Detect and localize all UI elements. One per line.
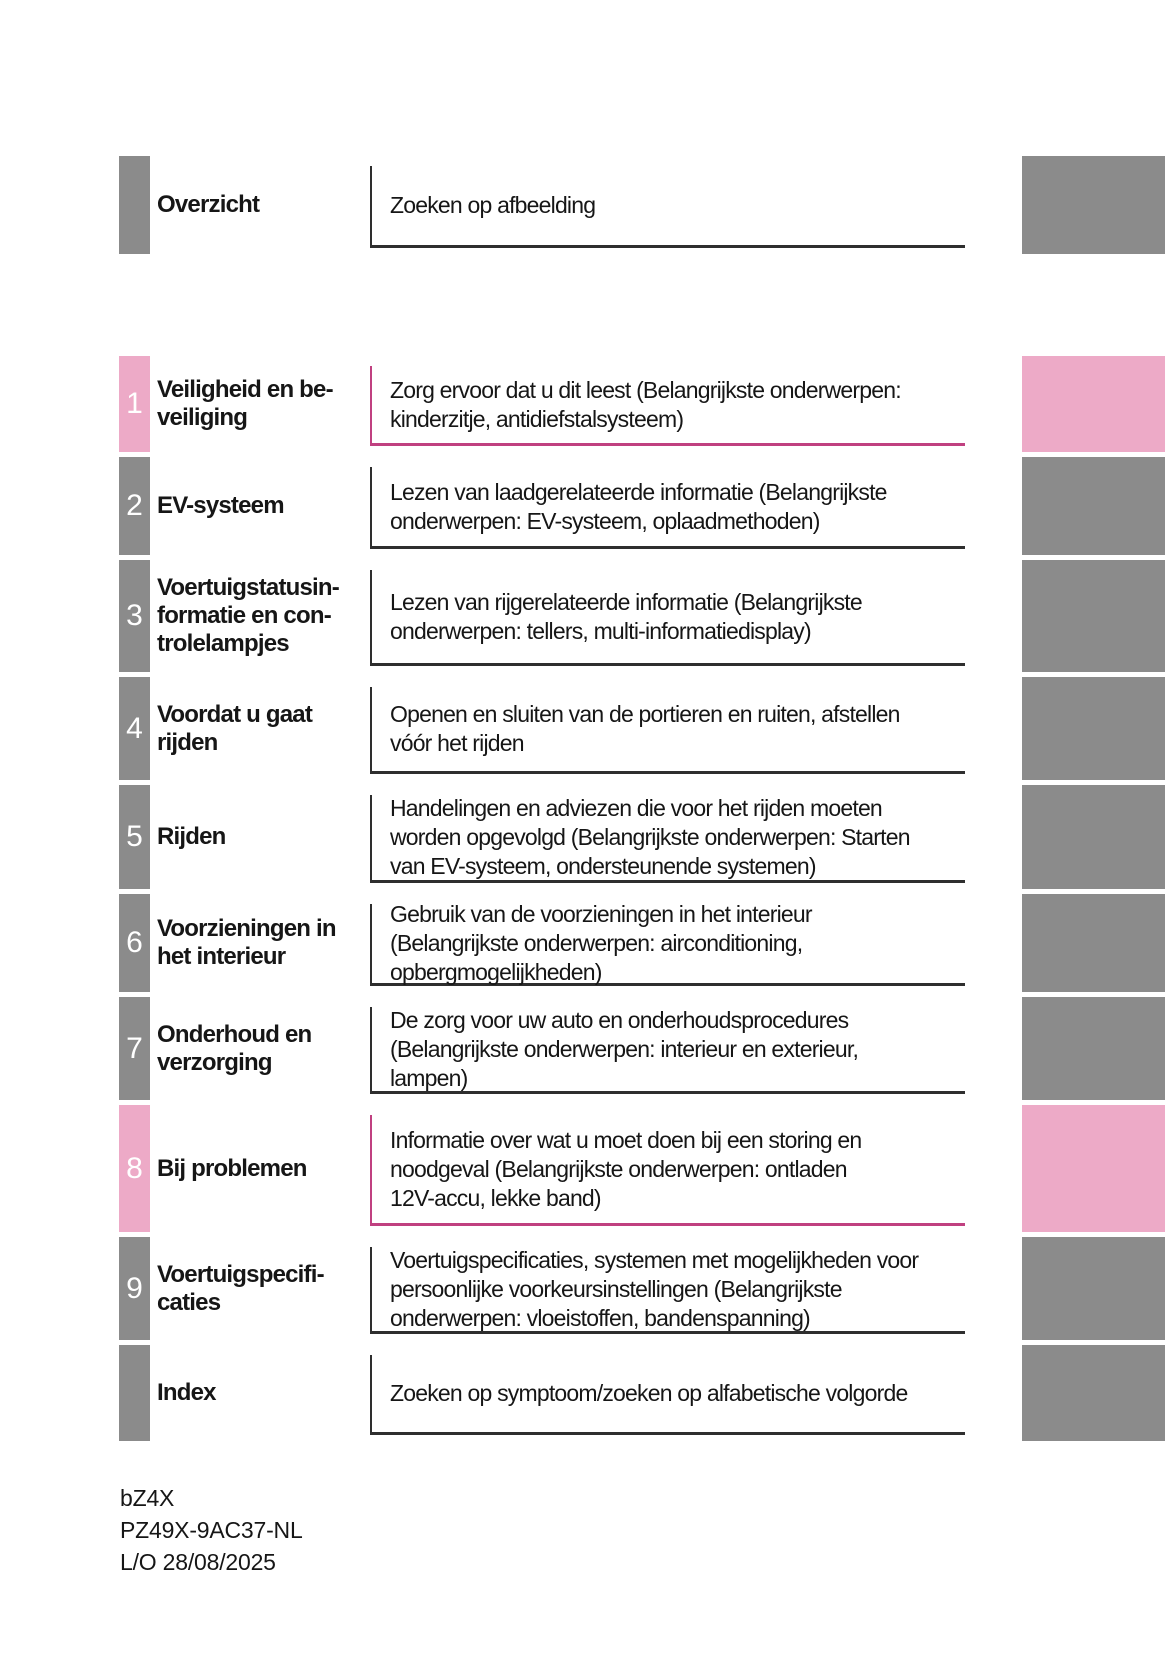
chapter-edge-tab [1022, 457, 1165, 555]
chapter-description-box: Informatie over wat u moet doen bij een … [370, 1115, 965, 1226]
chapter-number: 8 [126, 1151, 143, 1185]
chapter-description: Gebruik van de voorzieningen in het inte… [390, 901, 813, 985]
chapter-description-box: Gebruik van de voorzieningen in het inte… [370, 901, 965, 986]
column-gap [965, 894, 1022, 992]
column-gap [965, 1237, 1022, 1340]
chapter-title: EV-systeem [157, 492, 285, 519]
toc-row-7: 7 Onderhoud en verzorging De zorg voor u… [119, 997, 1165, 1100]
column-gap [965, 785, 1022, 889]
toc-row-6: 6 Voorzieningen in het interieur Gebruik… [119, 894, 1165, 992]
chapter-title: Rijden [157, 823, 226, 850]
toc-row-8: 8 Bij problemen Informatie over wat u mo… [119, 1105, 1165, 1232]
chapter-color-bar [119, 1345, 150, 1441]
chapter-description-box: Lezen van laadgerelateerde informatie (B… [370, 467, 965, 549]
chapter-description-box: Zoeken op symptoom/zoeken op alfabetisch… [370, 1355, 965, 1435]
column-gap [965, 156, 1022, 254]
chapter-description-box: Zoeken op afbeelding [370, 166, 965, 248]
chapter-edge-tab [1022, 894, 1165, 992]
chapter-color-bar: 3 [119, 560, 150, 672]
chapter-color-bar: 7 [119, 997, 150, 1100]
chapter-description-box: Handelingen en adviezen die voor het rij… [370, 795, 965, 883]
chapter-number: 5 [126, 820, 143, 853]
chapter-title: Voorzieningen in het interieur [157, 915, 337, 970]
chapter-number: 2 [126, 489, 143, 522]
publication-code: PZ49X-9AC37-NL [120, 1517, 303, 1543]
toc-row-5: 5 Rijden Handelingen en adviezen die voo… [119, 785, 1165, 889]
chapter-number: 3 [126, 599, 143, 632]
toc-row-1: 1 Veiligheid en be- veiliging Zorg ervoo… [119, 356, 1165, 452]
chapter-description: Lezen van laadgerelateerde informatie (B… [390, 478, 887, 534]
chapter-number: 1 [126, 387, 143, 420]
toc-row-9: 9 Voertuigspecifi- caties Voertuigspecif… [119, 1237, 1165, 1340]
column-gap [965, 997, 1022, 1100]
column-gap [965, 560, 1022, 672]
chapter-edge-tab [1022, 785, 1165, 889]
chapter-description: De zorg voor uw auto en onderhoudsproced… [390, 1006, 859, 1091]
toc-row-3: 3 Voertuigstatusin- formatie en con- tro… [119, 560, 1165, 672]
chapter-description: Zorg ervoor dat u dit leest (Belangrijks… [390, 376, 902, 432]
chapter-title: Index [157, 1379, 216, 1406]
chapter-number: 4 [126, 711, 143, 745]
chapter-edge-tab [1022, 1105, 1165, 1232]
column-gap [965, 1345, 1022, 1441]
chapter-title: Voordat u gaat rijden [157, 700, 313, 756]
chapter-description-box: Lezen van rijgerelateerde informatie (Be… [370, 570, 965, 666]
chapter-description-box: De zorg voor uw auto en onderhoudsproced… [370, 1007, 965, 1094]
chapter-number: 6 [126, 926, 143, 959]
chapter-number: 9 [126, 1271, 143, 1305]
column-gap [965, 457, 1022, 555]
chapter-color-bar: 8 [119, 1105, 150, 1232]
chapter-number: 7 [126, 1031, 143, 1065]
chapter-description: Handelingen en adviezen die voor het rij… [390, 795, 911, 879]
page-footer: bZ4X PZ49X-9AC37-NL L/O 28/08/2025 [120, 1482, 1165, 1578]
chapter-description: Zoeken op symptoom/zoeken op alfabetisch… [390, 1380, 908, 1406]
chapter-title: Veiligheid en be- veiliging [157, 376, 334, 431]
chapter-description: Zoeken op afbeelding [390, 192, 596, 218]
column-gap [965, 1105, 1022, 1232]
toc-row-2: 2 EV-systeem Lezen van laadgerelateerde … [119, 457, 1165, 555]
chapter-color-bar: 5 [119, 785, 150, 889]
chapter-title: Voertuigspecifi- caties [157, 1260, 325, 1316]
chapter-description: Openen en sluiten van de portieren en ru… [390, 701, 900, 756]
toc-row-index: Index Zoeken op symptoom/zoeken op alfab… [119, 1345, 1165, 1441]
chapter-edge-tab [1022, 156, 1165, 254]
chapter-title: Bij problemen [157, 1154, 307, 1182]
column-gap [965, 356, 1022, 452]
column-gap [965, 677, 1022, 780]
chapter-edge-tab [1022, 997, 1165, 1100]
chapter-edge-tab [1022, 677, 1165, 780]
chapter-description: Lezen van rijgerelateerde informatie (Be… [390, 588, 863, 644]
chapter-description-box: Zorg ervoor dat u dit leest (Belangrijks… [370, 366, 965, 446]
chapter-description: Voertuigspecificaties, systemen met moge… [390, 1246, 919, 1331]
chapter-color-bar: 6 [119, 894, 150, 992]
chapter-edge-tab [1022, 1237, 1165, 1340]
chapter-color-bar: 9 [119, 1237, 150, 1340]
chapter-description-box: Voertuigspecificaties, systemen met moge… [370, 1247, 965, 1334]
chapter-edge-tab [1022, 560, 1165, 672]
chapter-title: Voertuigstatusin- formatie en con- trole… [157, 574, 340, 657]
chapter-description: Informatie over wat u moet doen bij een … [390, 1126, 862, 1211]
chapter-color-bar: 1 [119, 356, 150, 452]
layout-date: L/O 28/08/2025 [120, 1549, 276, 1575]
manual-toc-page: Overzicht Zoeken op afbeelding 1 Veiligh… [119, 156, 1165, 1578]
chapter-color-bar [119, 156, 150, 254]
chapter-color-bar: 2 [119, 457, 150, 555]
chapter-description-box: Openen en sluiten van de portieren en ru… [370, 687, 965, 774]
chapter-edge-tab [1022, 356, 1165, 452]
chapter-edge-tab [1022, 1345, 1165, 1441]
chapter-color-bar: 4 [119, 677, 150, 780]
model-name: bZ4X [120, 1485, 175, 1511]
chapter-title: Onderhoud en verzorging [157, 1020, 312, 1076]
chapter-title: Overzicht [157, 191, 260, 218]
toc-row-overview: Overzicht Zoeken op afbeelding [119, 156, 1165, 254]
toc-row-4: 4 Voordat u gaat rijden Openen en sluite… [119, 677, 1165, 780]
